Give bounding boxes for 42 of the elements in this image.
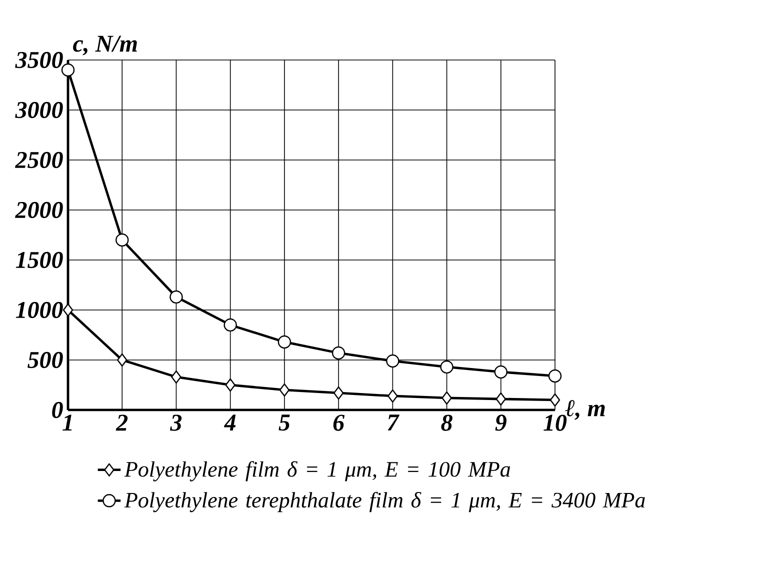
x-tick-label: 5: [278, 414, 290, 431]
legend-label: Polyethylene terephthalate film δ = 1 μm, E = 3400 MPa: [124, 492, 645, 512]
y-tick-label: 0: [52, 402, 63, 418]
y-tick-label: 3000: [15, 102, 63, 118]
x-axis-title: ℓ, m: [565, 400, 605, 420]
x-tick-label: 3: [170, 414, 182, 431]
point: [442, 391, 452, 405]
y-tick-label: 1000: [16, 302, 63, 318]
y-tick-label: 500: [28, 352, 63, 368]
point: [171, 370, 182, 384]
point: [279, 383, 290, 397]
point: [333, 386, 344, 400]
y-tick-label: 2000: [15, 202, 63, 218]
point: [225, 378, 236, 392]
y-tick-label: 3500: [15, 52, 63, 68]
point: [62, 303, 74, 317]
point: [116, 233, 129, 247]
x-tick-label: 1: [62, 414, 72, 431]
x-tick-label: 2: [116, 414, 128, 431]
x-tick-label: 7: [388, 414, 400, 430]
point: [440, 360, 454, 374]
point: [224, 318, 237, 332]
point: [61, 63, 75, 77]
x-tick-label: 8: [441, 414, 452, 431]
x-tick-label: 9: [495, 414, 506, 431]
legend-label: Polyethylene film δ = 1 μm, E = 100 MPa: [124, 461, 510, 482]
y-tick-label: 1500: [16, 252, 63, 268]
point: [332, 346, 346, 360]
point: [117, 353, 128, 367]
x-tick-label: 4: [224, 414, 236, 430]
point: [170, 290, 183, 304]
y-tick-label: 2500: [15, 152, 63, 168]
point: [494, 365, 508, 379]
y-axis-title: c, N/m: [73, 36, 137, 56]
point: [388, 389, 398, 403]
point: [496, 392, 506, 406]
point: [278, 335, 292, 349]
point: [548, 369, 562, 383]
point: [550, 393, 560, 407]
x-tick-label: 6: [333, 414, 345, 431]
point: [386, 354, 400, 368]
x-tick-label: 10: [544, 414, 567, 431]
